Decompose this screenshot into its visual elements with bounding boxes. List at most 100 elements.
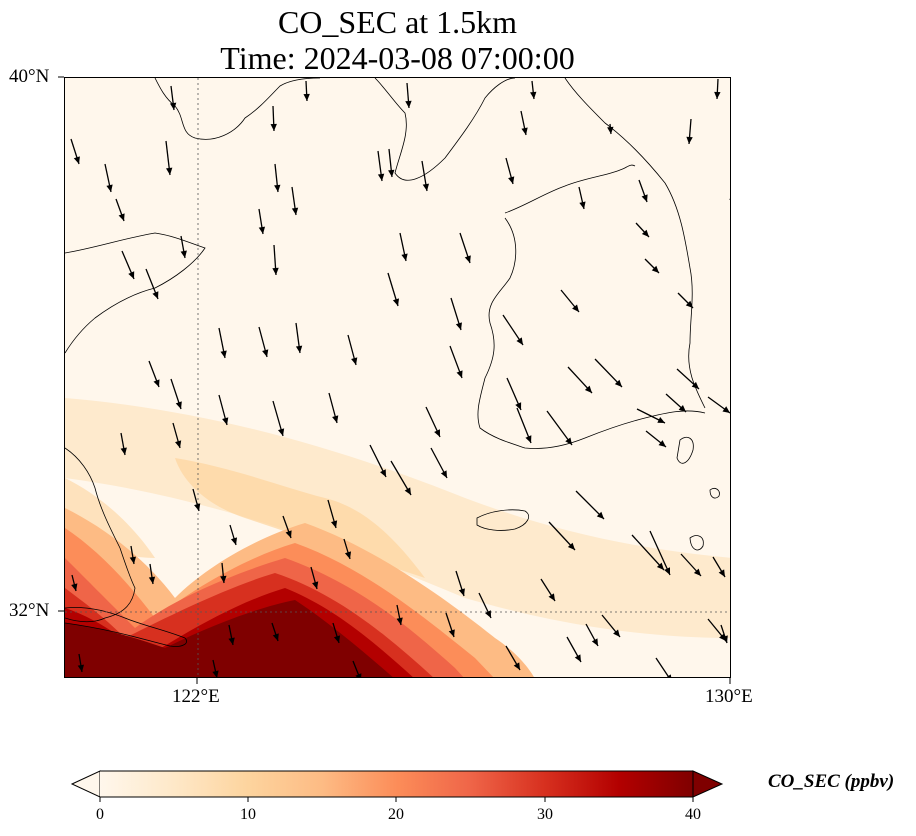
- wind-arrow: [352, 660, 362, 677]
- map-time-subtitle: Time: 2024-03-08 07:00:00: [220, 40, 575, 76]
- lon-label-left: 122°E: [172, 686, 220, 707]
- wind-arrow: [229, 524, 238, 546]
- wind-arrow: [148, 360, 160, 388]
- wind-arrow: [575, 490, 605, 520]
- wind-arrow: [115, 198, 125, 222]
- colorbar-extend-max: [692, 770, 724, 798]
- wind-arrow: [578, 186, 586, 210]
- coast-island-2: [709, 488, 720, 499]
- wind-arrow: [520, 110, 528, 136]
- wind-arrow: [328, 392, 339, 424]
- coast-shandong: [65, 232, 206, 354]
- wind-arrow: [665, 393, 687, 413]
- wind-arrow: [270, 105, 277, 132]
- colorbar-tick-label-0: 0: [96, 806, 104, 823]
- coastlines: [65, 78, 720, 647]
- coast-jeju: [476, 509, 529, 531]
- wind-arrow: [218, 394, 229, 426]
- wind-arrow: [676, 368, 700, 390]
- gridlines: [65, 78, 730, 677]
- wind-arrow: [272, 244, 279, 276]
- wind-arrow: [347, 334, 358, 366]
- wind-arrow: [303, 80, 310, 102]
- co-field-light-band: [65, 398, 730, 638]
- wind-arrow: [369, 444, 387, 478]
- wind-arrow: [399, 232, 408, 262]
- map-panel: [64, 77, 731, 678]
- wind-arrow: [502, 314, 524, 346]
- wind-arrow: [729, 198, 730, 200]
- wind-arrow: [638, 179, 648, 203]
- wind-arrow: [707, 396, 730, 414]
- wind-arrow: [421, 160, 430, 192]
- wind-arrow: [530, 80, 537, 100]
- wind-arrow: [566, 636, 582, 663]
- wind-arrow: [459, 232, 471, 264]
- wind-arrow: [388, 148, 395, 178]
- wind-arrow: [192, 488, 201, 512]
- coast-yangtze: [65, 607, 187, 647]
- wind-arrow: [635, 222, 650, 238]
- coast-yalu-border: [504, 164, 636, 214]
- coast-korea-west: [477, 217, 706, 449]
- wind-arrow: [170, 378, 182, 410]
- wind-arrow: [540, 578, 556, 602]
- wind-arrow: [560, 289, 580, 313]
- wind-arrow: [720, 624, 728, 644]
- map-title: CO_SEC at 1.5km: [277, 4, 518, 40]
- wind-arrow: [644, 258, 660, 274]
- wind-arrow: [258, 326, 269, 358]
- coast-bohai-north: [154, 78, 321, 140]
- wind-arrow: [430, 447, 448, 479]
- wind-arrow: [445, 612, 455, 638]
- wind-arrow: [546, 410, 573, 446]
- wind-arrow: [121, 250, 135, 280]
- wind-arrow: [645, 430, 667, 448]
- wind-arrow: [332, 622, 341, 644]
- wind-arrow: [104, 163, 113, 193]
- lon-label-right: 130°E: [705, 686, 753, 707]
- wind-arrow: [218, 327, 227, 359]
- co-field-patch: [175, 458, 425, 578]
- wind-arrow: [585, 623, 599, 647]
- wind-arrow: [567, 366, 593, 394]
- wind-arrow: [228, 624, 235, 646]
- wind-arrow: [680, 553, 702, 577]
- wind-arrow: [425, 406, 441, 438]
- wind-arrow: [390, 460, 412, 496]
- coast-island-1: [676, 436, 694, 464]
- wind-arrow: [212, 659, 219, 677]
- wind-arrow: [148, 563, 156, 585]
- map-canvas: [65, 78, 730, 677]
- wind-arrow: [258, 208, 266, 235]
- colorbar: [70, 770, 724, 802]
- wind-arrow: [655, 657, 672, 677]
- colorbar-tick-label-40: 40: [685, 806, 701, 823]
- wind-arrow: [455, 570, 465, 597]
- wind-arrow: [120, 432, 127, 456]
- colorbar-tick-label-20: 20: [388, 806, 404, 823]
- wind-arrow: [636, 408, 666, 424]
- wind-arrow: [172, 422, 182, 449]
- colorbar-tick-label-10: 10: [240, 806, 256, 823]
- wind-arrow: [310, 566, 319, 590]
- wind-arrow: [449, 345, 463, 379]
- wind-arrow: [71, 574, 78, 592]
- wind-arrow: [506, 377, 522, 411]
- coast-korea-east: [564, 78, 706, 409]
- colorbar-label: CO_SEC (ppbv): [768, 771, 895, 792]
- wind-arrow: [505, 645, 521, 671]
- wind-arrow: [291, 186, 299, 216]
- wind-arrow: [396, 604, 403, 626]
- wind-arrow: [272, 400, 285, 437]
- wind-arrow: [450, 297, 462, 331]
- wind-arrow: [343, 538, 352, 560]
- wind-arrow: [686, 118, 693, 145]
- colorbar-tick-label-30: 30: [537, 806, 553, 823]
- wind-arrow: [295, 322, 303, 354]
- co-plume-40ppbv: [65, 600, 393, 677]
- lat-label-top: 40°N: [9, 66, 50, 87]
- wind-arrow: [712, 556, 726, 578]
- coast-liaodong: [374, 78, 516, 181]
- wind-arrow: [77, 653, 85, 673]
